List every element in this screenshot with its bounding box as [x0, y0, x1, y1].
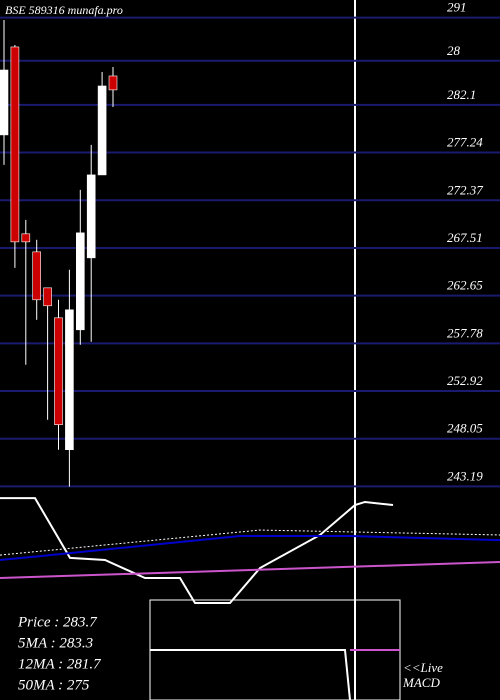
indicator-line: [0, 561, 500, 580]
y-tick-label: 243.19: [447, 468, 483, 483]
candle-body: [54, 317, 63, 426]
candle-body: [0, 69, 9, 136]
y-tick-label: 277.24: [447, 135, 483, 150]
y-tick-label: 257.78: [447, 325, 483, 340]
indicator-line: [0, 529, 500, 556]
y-tick-label: 282.1: [447, 87, 476, 102]
y-tick-label: 252.92: [447, 373, 483, 388]
candle-body: [32, 251, 42, 301]
candle-body: [76, 232, 85, 331]
info-label: Price : 283.7: [17, 614, 98, 630]
info-label: 50MA : 275: [18, 677, 90, 693]
y-tick-label: 267.51: [447, 230, 483, 245]
candle-body: [65, 309, 74, 451]
candle-body: [43, 287, 52, 307]
candle-body: [108, 75, 118, 91]
indicator-line: [0, 497, 394, 605]
indicator-line: [0, 535, 500, 561]
y-tick-label: 262.65: [447, 278, 483, 293]
y-tick-label: 28: [447, 43, 461, 58]
candle-body: [21, 233, 31, 243]
macd-label: <<Live MACD: [402, 660, 443, 690]
info-label: 5MA : 283.3: [18, 635, 93, 651]
y-tick-label: 291: [447, 0, 467, 15]
y-tick-label: 248.05: [447, 421, 483, 436]
chart-title: BSE 589316 munafa.pro: [5, 3, 123, 17]
candle-body: [86, 174, 96, 259]
candle-body: [10, 46, 20, 243]
candle-body: [97, 85, 107, 176]
indicator-line: [150, 648, 351, 700]
y-tick-label: 272.37: [447, 182, 483, 197]
info-label: 12MA : 281.7: [18, 656, 102, 672]
